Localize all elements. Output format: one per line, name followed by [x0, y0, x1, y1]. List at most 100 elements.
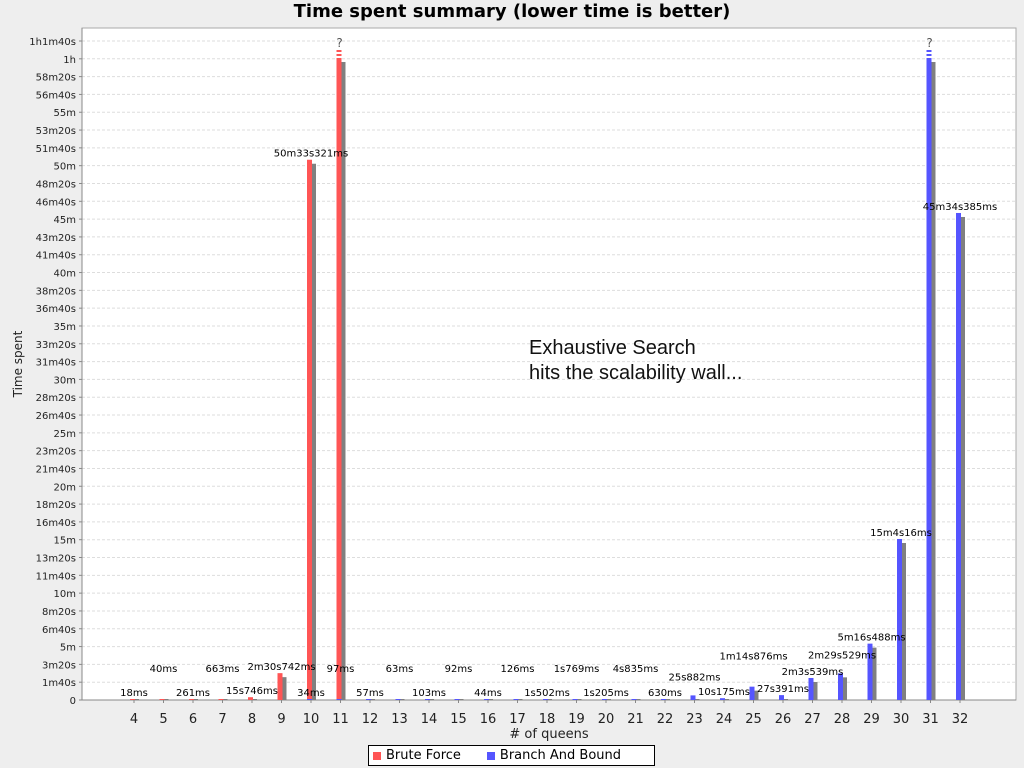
bar-branch-and-bound [690, 695, 696, 700]
bar-shadow [872, 647, 877, 700]
data-label: 1m14s876ms [719, 652, 787, 663]
bar-shadow [253, 699, 257, 700]
bar-shadow [459, 699, 464, 700]
y-tick-label: 36m40s [36, 304, 76, 315]
y-axis-title: Time spent [11, 330, 25, 398]
bar-branch-and-bound [513, 699, 519, 700]
bar-branch-and-bound [779, 695, 784, 700]
bar-branch-and-bound [543, 699, 548, 700]
bar-shadow [784, 699, 788, 700]
y-tick-label: 23m20s [36, 447, 76, 458]
bar-shadow [666, 699, 670, 700]
y-tick-label: 5m [60, 643, 76, 654]
bar-shadow [400, 699, 405, 700]
y-tick-label: 16m40s [36, 518, 76, 529]
x-tick-label: 14 [421, 712, 438, 727]
bar-brute-force [307, 159, 312, 700]
y-tick-label: 56m40s [36, 90, 76, 101]
bar-shadow [843, 677, 847, 700]
x-tick-label: 13 [391, 712, 408, 727]
data-label: 126ms [500, 664, 534, 675]
data-label: 4s835ms [613, 664, 659, 675]
bar-branch-and-bound [867, 643, 873, 700]
bar-brute-force [336, 58, 342, 700]
y-tick-label: 8m20s [42, 607, 76, 618]
data-label: 25s882ms [669, 672, 721, 683]
data-label: 63ms [386, 664, 414, 675]
y-tick-label: 15m [54, 536, 76, 547]
y-tick-label: 1h1m40s [29, 37, 76, 48]
y-tick-label: 30m [54, 375, 76, 386]
overflow-mark [336, 50, 342, 52]
overflow-mark [336, 54, 342, 56]
y-tick-label: 58m20s [36, 73, 76, 84]
annotation-line-1: Exhaustive Search [529, 337, 696, 359]
bar-shadow [371, 699, 375, 700]
bar-branch-and-bound [838, 673, 843, 700]
x-tick-label: 24 [716, 712, 733, 727]
bar-shadow [813, 681, 818, 700]
y-tick-label: 21m40s [36, 464, 76, 475]
bar-shadow [135, 699, 139, 700]
data-label: 15s746ms [226, 686, 278, 697]
bar-shadow [695, 699, 700, 700]
x-tick-label: 29 [863, 712, 880, 727]
y-tick-label: 35m [54, 322, 76, 333]
bar-brute-force [277, 673, 283, 700]
bar-brute-force [159, 699, 165, 700]
data-label: 1s769ms [554, 664, 600, 675]
bar-brute-force [218, 699, 224, 700]
bar-branch-and-bound [720, 698, 725, 700]
data-label: 10s175ms [698, 687, 750, 698]
x-tick-label: 20 [598, 712, 615, 727]
y-tick-label: 50m [54, 162, 76, 173]
bar-brute-force [130, 699, 135, 700]
legend: Brute Force Branch And Bound [368, 745, 655, 766]
y-tick-label: 46m40s [36, 197, 76, 208]
data-label: 663ms [205, 664, 239, 675]
y-tick-label: 41m40s [36, 251, 76, 262]
x-tick-label: 22 [657, 712, 674, 727]
data-label: 92ms [445, 664, 473, 675]
bar-shadow [489, 699, 493, 700]
data-label: 103ms [412, 688, 446, 699]
data-label: 5m16s488ms [837, 633, 905, 644]
x-tick-label: 7 [218, 712, 226, 727]
bar-shadow [518, 699, 523, 700]
bar-shadow [607, 699, 611, 700]
legend-swatch [373, 751, 381, 760]
x-tick-label: 8 [248, 712, 256, 727]
y-tick-label: 45m [54, 215, 76, 226]
data-label: 57ms [356, 688, 384, 699]
data-label: 97ms [327, 664, 355, 675]
data-label: 1s205ms [583, 688, 629, 699]
y-tick-label: 3m20s [42, 660, 76, 671]
x-tick-label: 17 [509, 712, 526, 727]
bar-brute-force [189, 699, 194, 700]
y-tick-label: 33m20s [36, 340, 76, 351]
y-tick-label: 1m40s [42, 678, 76, 689]
y-tick-label: 26m40s [36, 411, 76, 422]
y-tick-label: 51m40s [36, 144, 76, 155]
data-label: 40ms [150, 664, 178, 675]
bar-branch-and-bound [572, 699, 578, 700]
x-tick-label: 15 [450, 712, 467, 727]
x-tick-label: 9 [277, 712, 285, 727]
data-label: 261ms [176, 688, 210, 699]
x-tick-label: 28 [834, 712, 851, 727]
data-label: 18ms [120, 688, 148, 699]
bar-branch-and-bound [395, 699, 401, 700]
bar-branch-and-bound [366, 699, 371, 700]
bar-shadow [341, 699, 346, 700]
chart-title: Time spent summary (lower time is better… [293, 1, 731, 22]
bar-shadow [341, 62, 346, 700]
data-label: 15m4s16ms [870, 528, 932, 539]
y-tick-label: 6m40s [42, 625, 76, 636]
legend-item-brute-force: Brute Force [373, 748, 461, 763]
legend-item-branch-and-bound: Branch And Bound [486, 748, 621, 763]
bar-brute-force [248, 697, 253, 700]
bar-shadow [636, 699, 641, 700]
x-tick-label: 18 [539, 712, 556, 727]
bar-shadow [725, 699, 729, 700]
bar-branch-and-bound [897, 538, 902, 700]
